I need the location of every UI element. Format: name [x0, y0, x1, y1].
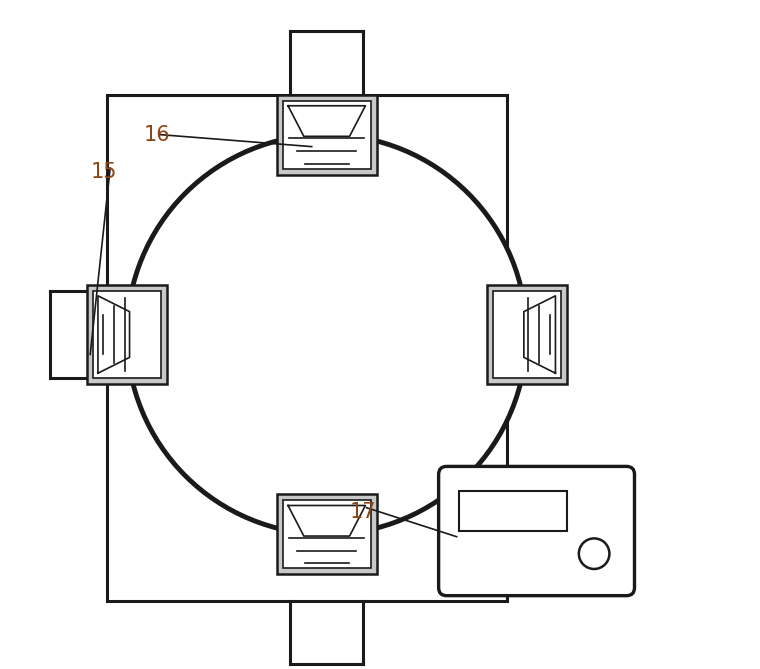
Text: 15: 15 — [90, 162, 117, 182]
Bar — [93, 290, 161, 379]
Bar — [486, 284, 566, 385]
Bar — [283, 100, 371, 169]
Text: 17: 17 — [350, 502, 376, 522]
FancyBboxPatch shape — [439, 466, 635, 595]
Polygon shape — [288, 106, 366, 136]
Bar — [87, 284, 166, 385]
Circle shape — [579, 539, 610, 569]
Bar — [492, 290, 561, 379]
Bar — [277, 94, 377, 175]
Bar — [459, 492, 567, 531]
Circle shape — [127, 134, 527, 535]
Text: 16: 16 — [144, 125, 170, 145]
Polygon shape — [288, 506, 366, 536]
Polygon shape — [98, 296, 129, 373]
Bar — [283, 500, 371, 569]
Bar — [107, 94, 507, 601]
Polygon shape — [524, 296, 556, 373]
Bar — [277, 494, 377, 575]
